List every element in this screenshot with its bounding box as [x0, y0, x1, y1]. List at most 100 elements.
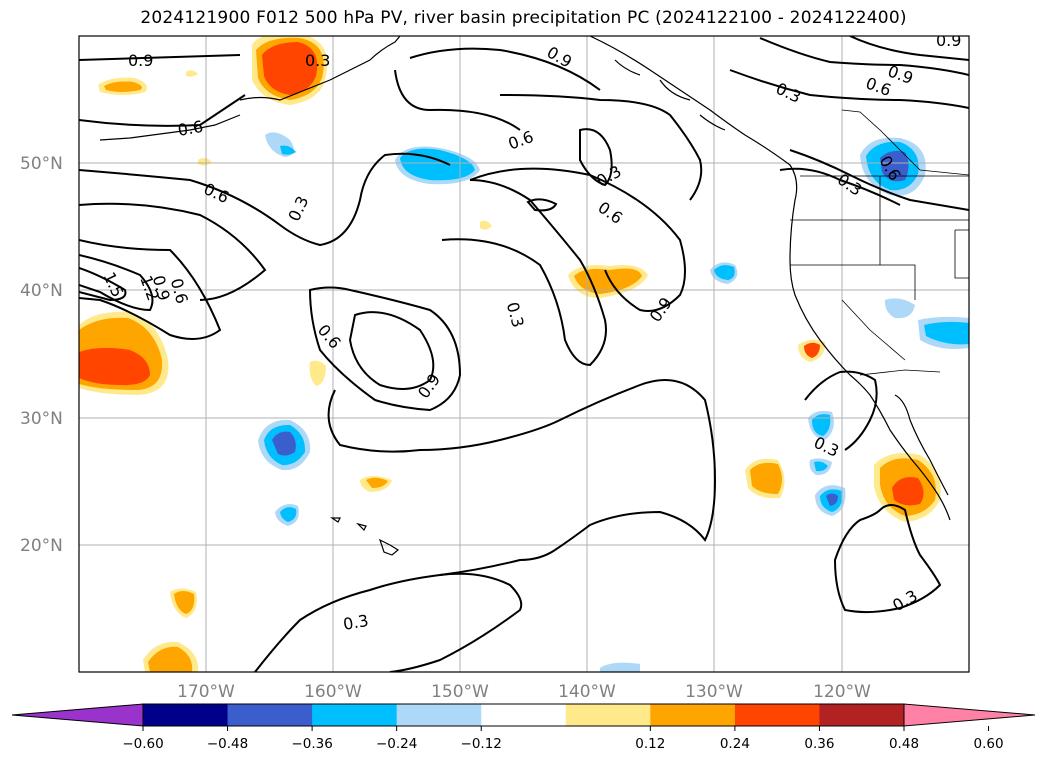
lat-label: 40°N — [20, 281, 63, 301]
colorbar-cell — [650, 704, 736, 726]
contour-line — [79, 254, 154, 312]
colorbar-cell — [565, 704, 651, 726]
colorbar-cell — [312, 704, 398, 726]
contour-line — [789, 149, 969, 211]
shade-positive — [174, 591, 195, 614]
colorbar-tick-label: 0.36 — [804, 736, 834, 752]
shade-negative — [600, 662, 640, 672]
lat-label: 20°N — [20, 536, 63, 556]
gridlines — [79, 36, 969, 672]
contour-label: 0.9 — [936, 31, 961, 50]
colorbar-cell — [819, 704, 905, 726]
shade-negative — [814, 461, 828, 472]
colorbar-tick-label: 0.48 — [889, 736, 919, 752]
shade-negative — [826, 493, 838, 506]
shade-positive — [574, 268, 642, 294]
shade-positive — [366, 477, 388, 488]
shade-positive — [104, 81, 142, 92]
contour-line — [579, 128, 613, 187]
shade-negative — [280, 507, 297, 522]
colorbar-extend-min — [11, 703, 144, 727]
coastline — [239, 36, 401, 101]
contour-line — [254, 549, 556, 672]
coastline — [99, 114, 241, 141]
shade-positive — [262, 42, 318, 95]
lat-label: 50°N — [20, 154, 63, 174]
lon-label: 170°W — [177, 682, 235, 702]
pv-contours — [79, 36, 969, 672]
shade-negative — [714, 265, 735, 280]
lon-label: 160°W — [304, 682, 362, 702]
map-border — [78, 35, 970, 673]
colorbar-tick-label: −0.24 — [376, 736, 417, 752]
coastlines — [99, 36, 951, 556]
lon-label: 140°W — [558, 682, 616, 702]
contour-line — [833, 504, 942, 614]
shade-positive — [198, 157, 212, 166]
shade-positive — [750, 462, 782, 494]
colorbar-tick-label: −0.48 — [207, 736, 248, 752]
colorbar-cell — [143, 704, 229, 726]
shade-positive — [892, 477, 924, 506]
border-line — [859, 369, 941, 376]
shade-negative — [400, 148, 475, 181]
colorbar: −0.60 −0.48 −0.36 −0.24 −0.12 0.12 0.24 0.36 0.4… — [11, 703, 1036, 752]
colorbar-cells — [11, 703, 1036, 727]
colorbar-tick-label: 0.24 — [720, 736, 750, 752]
contour-line — [499, 94, 703, 201]
contour-line — [79, 202, 267, 301]
coastline — [614, 59, 726, 131]
contour-label: 0.3 — [342, 611, 370, 634]
contour-line — [409, 47, 601, 91]
contour-line — [348, 311, 435, 390]
contour-line — [779, 167, 901, 206]
lon-label: 120°W — [813, 682, 871, 702]
colorbar-tick-label: −0.36 — [291, 736, 332, 752]
contour-label: 0.9 — [128, 51, 153, 70]
contour-line — [804, 370, 878, 451]
political-borders — [790, 109, 969, 376]
shade-positive — [79, 347, 150, 386]
colorbar-extend-max — [903, 703, 1036, 727]
contour-label: 0.3 — [305, 51, 330, 70]
colorbar-cell — [227, 704, 313, 726]
border-line — [954, 229, 969, 279]
contour-line — [79, 94, 246, 127]
colorbar-tick-label: −0.60 — [122, 736, 163, 752]
lat-label: 30°N — [20, 409, 63, 429]
island — [356, 522, 367, 532]
contour-line — [327, 379, 717, 551]
contour-line — [849, 36, 969, 61]
shade-positive — [309, 360, 326, 386]
border-line — [841, 109, 969, 176]
shade-positive — [148, 646, 193, 672]
coastline — [589, 36, 951, 521]
colorbar-tick-label: 0.12 — [635, 736, 665, 752]
shade-negative — [272, 431, 296, 456]
colorbar-tick-label: −0.12 — [461, 736, 502, 752]
lon-label: 150°W — [431, 682, 489, 702]
colorbar-frame — [142, 703, 905, 727]
shade-negative — [884, 298, 915, 319]
lon-label: 130°W — [685, 682, 743, 702]
colorbar-ticks: −0.60 −0.48 −0.36 −0.24 −0.12 0.12 0.24 0.36 0.4… — [122, 726, 1004, 752]
contour-line — [759, 37, 969, 76]
colorbar-cell — [396, 704, 482, 726]
lon-labels: 170°W 160°W 150°W 140°W 130°W 120°W — [177, 682, 871, 702]
contour-line — [469, 167, 686, 312]
lat-labels: 50°N 40°N 30°N 20°N — [20, 154, 63, 556]
contour-line — [79, 267, 127, 302]
island — [330, 517, 341, 523]
contour-line — [79, 54, 241, 61]
shade-negative — [280, 145, 296, 155]
border-line — [841, 299, 906, 361]
shade-negative — [880, 150, 909, 182]
shade-negative — [924, 321, 969, 345]
shade-negative — [812, 414, 831, 436]
contour-label: 0.6 — [176, 117, 204, 140]
shade-positive — [480, 220, 492, 230]
map-title: 2024121900 F012 500 hPa PV, river basin … — [140, 8, 907, 28]
contour-line — [394, 69, 521, 131]
colorbar-tick-label: 0.60 — [974, 736, 1004, 752]
